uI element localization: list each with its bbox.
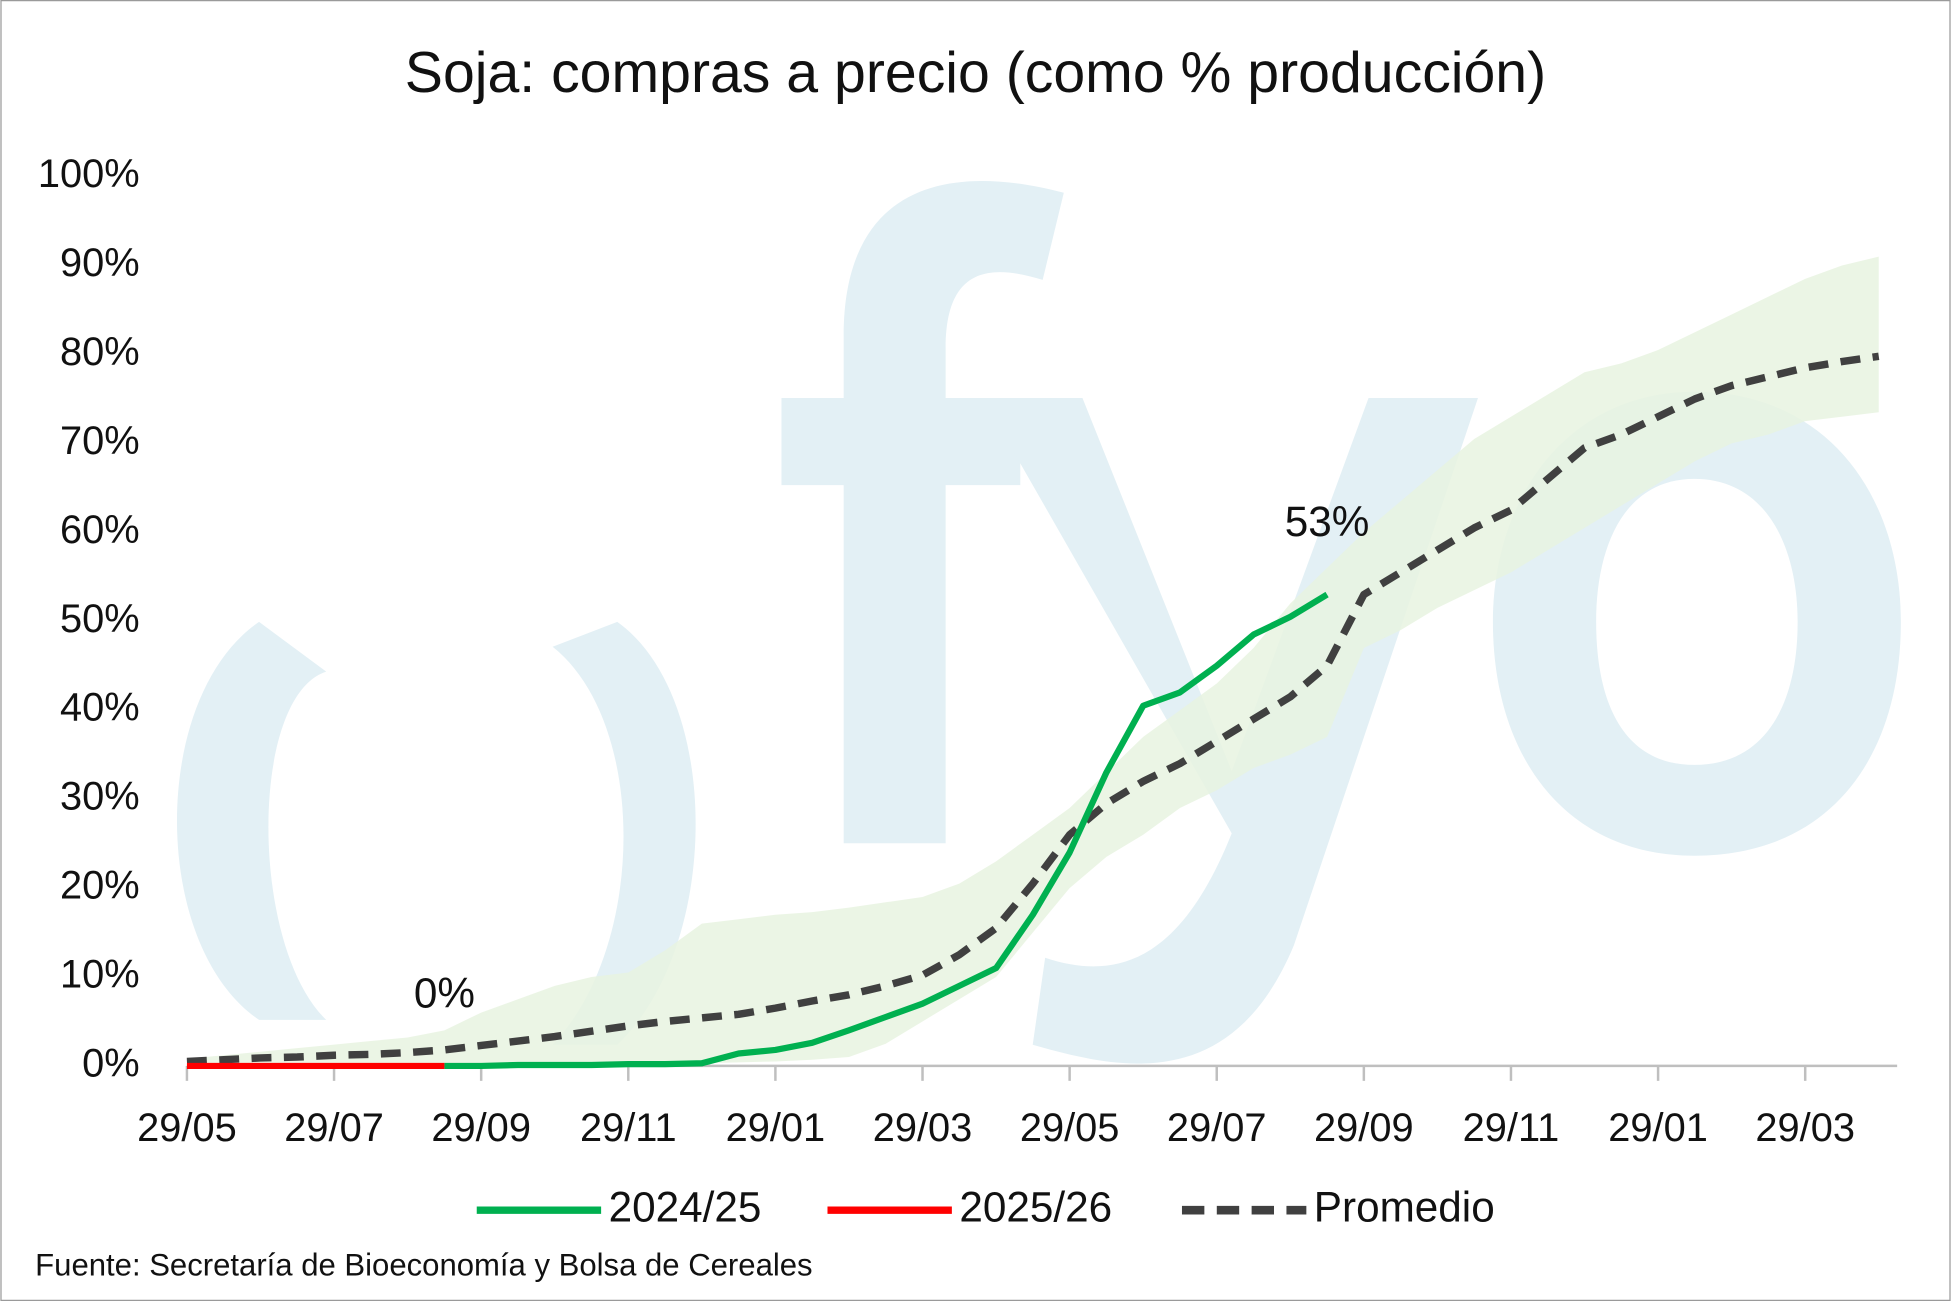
data-label: 0% [414, 969, 475, 1016]
y-tick-label: 30% [60, 775, 140, 819]
series-line [186, 352, 1880, 1066]
x-tick-label: 29/01 [1608, 1106, 1708, 1150]
y-tick-label: 90% [60, 241, 140, 285]
x-tick-label: 29/03 [873, 1106, 973, 1150]
x-tick-label: 29/05 [137, 1106, 237, 1150]
x-tick-label: 29/01 [726, 1106, 826, 1150]
chart-title: Soja: compras a precio (como % producció… [405, 41, 1546, 105]
x-tick-label: 29/11 [1463, 1106, 1560, 1150]
data-label: 53% [1285, 498, 1370, 545]
source-note: Fuente: Secretaría de Bioeconomía y Bols… [35, 1248, 812, 1283]
legend-label: 2025/26 [959, 1183, 1112, 1230]
y-tick-label: 60% [60, 508, 140, 552]
legend-label: 2024/25 [609, 1183, 762, 1230]
x-tick-label: 29/11 [580, 1106, 677, 1150]
x-tick-label: 29/07 [1167, 1106, 1267, 1150]
y-tick-label: 50% [60, 597, 140, 641]
x-tick-label: 29/03 [1755, 1106, 1855, 1150]
legend-label: Promedio [1314, 1183, 1495, 1230]
y-tick-label: 10% [60, 953, 140, 997]
y-tick-label: 100% [38, 152, 140, 196]
x-tick-label: 29/09 [1314, 1106, 1414, 1150]
series-line [444, 591, 1329, 1070]
y-tick-label: 80% [60, 330, 140, 374]
y-tick-label: 20% [60, 864, 140, 908]
y-tick-label: 70% [60, 419, 140, 463]
y-tick-label: 40% [60, 686, 140, 730]
x-tick-label: 29/09 [431, 1106, 531, 1150]
x-tick-label: 29/05 [1020, 1106, 1120, 1150]
range-band [186, 256, 1879, 1066]
y-tick-label: 0% [82, 1041, 140, 1085]
x-tick-label: 29/07 [284, 1106, 384, 1150]
